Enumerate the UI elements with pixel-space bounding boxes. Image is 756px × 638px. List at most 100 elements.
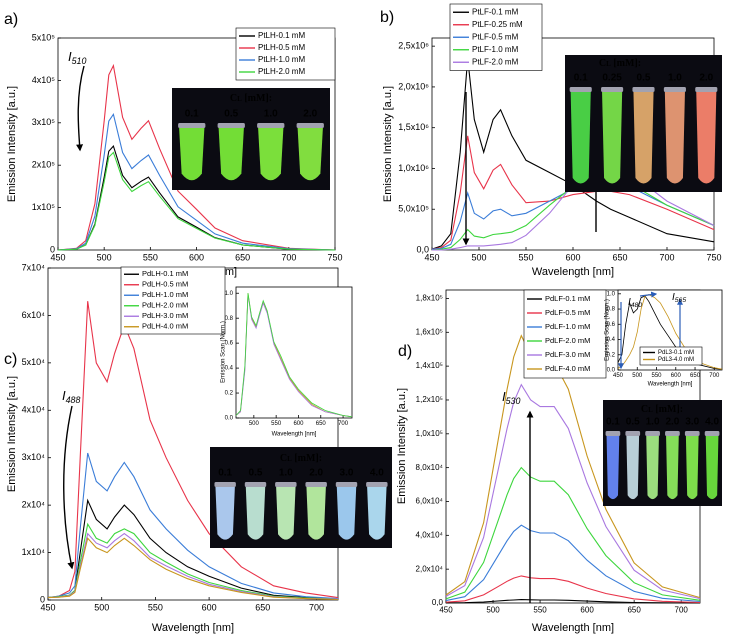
tube xyxy=(633,92,654,184)
x-tick-label: 600 xyxy=(293,421,304,427)
photo-label: 0.5 xyxy=(637,73,651,84)
y-tick-label: 3x10⁴ xyxy=(22,452,46,462)
tube-cap xyxy=(663,87,686,92)
y-tick-label: 1x10⁵ xyxy=(32,202,56,212)
y-tick-label: 1,0x10⁵ xyxy=(416,429,443,438)
x-tick-label: 500 xyxy=(632,373,643,379)
x-tick-label: 600 xyxy=(189,252,204,262)
photo-background xyxy=(210,447,392,548)
x-tick-label: 700 xyxy=(675,605,689,614)
tube xyxy=(646,436,659,500)
photo-title-main: C xyxy=(641,404,648,415)
x-tick-label: 450 xyxy=(439,605,453,614)
plot-frame xyxy=(617,289,723,371)
x-tick-label: 700 xyxy=(659,252,674,262)
series-line xyxy=(445,466,701,601)
annotation-main: I xyxy=(502,389,506,404)
tube xyxy=(626,436,640,500)
photo-title: CL [mM]: xyxy=(280,453,322,464)
annotation-main: I xyxy=(68,49,72,64)
y-tick-label: 5x10⁵ xyxy=(32,32,56,42)
annotation-main: I xyxy=(672,292,675,303)
legend-label: PdLH-3.0 mM xyxy=(142,311,188,320)
photo-background xyxy=(603,400,722,506)
x-tick-label: 750 xyxy=(706,252,721,262)
photo-label: 4.0 xyxy=(370,468,384,479)
y-tick-label: 2x10⁵ xyxy=(32,160,56,170)
y-tick-label: 4x10⁴ xyxy=(22,405,46,415)
tube-cap xyxy=(257,123,285,128)
x-tick-label: 650 xyxy=(612,252,627,262)
tube-cap xyxy=(305,482,327,487)
series-line xyxy=(57,63,336,251)
photo-label: 1.0 xyxy=(264,109,278,120)
photo-label: 2.0 xyxy=(699,73,713,84)
legend-label: PdLF-3.0 mM xyxy=(545,350,590,359)
x-tick-label: 550 xyxy=(271,421,282,427)
y-tick-label: 6x10⁴ xyxy=(22,310,46,320)
y-tick-label: 5,0x10⁵ xyxy=(398,204,429,214)
legend-label: PdL3-0.1 mM xyxy=(658,350,694,356)
series-line xyxy=(445,524,701,603)
tube-cap xyxy=(296,123,324,128)
photo-label: 2.0 xyxy=(665,417,679,428)
legend-box xyxy=(523,289,607,379)
tube-cap xyxy=(684,431,700,436)
x-tick-label: 500 xyxy=(486,605,500,614)
photo-title: CL [mM]: xyxy=(599,58,641,69)
tube xyxy=(336,487,357,540)
y-tick-label: 2x10⁴ xyxy=(22,500,46,510)
photo-label: 0.1 xyxy=(606,417,620,428)
tube xyxy=(696,92,717,184)
legend-label: PtLF-0.25 mM xyxy=(472,20,523,29)
x-tick-label: 550 xyxy=(533,605,547,614)
y-tick-label: 0.2 xyxy=(225,391,234,397)
tube xyxy=(606,436,620,500)
x-tick-label: 700 xyxy=(309,602,324,612)
arrow xyxy=(63,405,75,570)
x-tick-label: 550 xyxy=(652,373,663,379)
annotation: I480 xyxy=(628,297,642,309)
photo-label: 0.1 xyxy=(218,468,232,479)
legend-label: PdLF-0.1 mM xyxy=(545,294,590,303)
legend-box xyxy=(120,266,226,335)
y-tick-label: 0 xyxy=(50,244,55,254)
tube-cap xyxy=(366,482,388,487)
legend-label: PdLF-1.0 mM xyxy=(545,322,590,331)
y-tick-label: 1,6x10⁵ xyxy=(416,327,443,336)
y-tick-label: 0,0 xyxy=(416,244,429,254)
y-tick-label: 3x10⁵ xyxy=(32,117,56,127)
y-tick-label: 0.0 xyxy=(225,416,234,422)
photo-title-rest: [mM]: xyxy=(653,404,683,415)
y-tick-label: 1,0x10⁶ xyxy=(398,163,429,173)
legend-label: PdLH-2.0 mM xyxy=(142,301,188,310)
x-tick-label: 650 xyxy=(255,602,270,612)
photo-title-rest: [mM]: xyxy=(292,453,322,464)
y-tick-label: 2,0x10⁴ xyxy=(416,564,444,573)
chart: 450 500 550 600 650 700 0 1x10⁴ 2x10⁴ 3x10⁴ 4x10⁴ 5… xyxy=(4,262,339,634)
tube xyxy=(570,92,591,184)
photo: CL [mM]: 0.1 0.25 0.5 1.0 2.0 xyxy=(565,55,722,192)
tube-cap xyxy=(178,123,206,128)
photo-label: 3.0 xyxy=(340,468,354,479)
chart: 450 500 550 600 650 700 750 0,0 5,0x10⁵ 1,0x10⁶ 1,… xyxy=(380,3,722,278)
photo-label: 3.0 xyxy=(685,417,699,428)
photo: CL [mM]: 0.1 0.5 1.0 2.0 xyxy=(172,88,330,190)
x-tick-label: 500 xyxy=(94,602,109,612)
y-tick-label: 1,5x10⁶ xyxy=(398,122,429,132)
tube-cap xyxy=(275,482,297,487)
x-tick-label: 650 xyxy=(690,373,701,379)
tube xyxy=(367,487,387,540)
x-tick-label: 600 xyxy=(565,252,580,262)
panel-label: b) xyxy=(380,9,394,26)
y-tick-label: 1.0 xyxy=(607,291,616,297)
y-tick-label: 0.6 xyxy=(225,341,234,347)
y-tick-label: 0.4 xyxy=(225,366,234,372)
y-axis-label: Emission Intensity [a.u.] xyxy=(382,86,394,202)
x-tick-label: 500 xyxy=(97,252,112,262)
y-tick-label: 2,0x10⁶ xyxy=(398,81,429,91)
x-tick-label: 650 xyxy=(316,421,327,427)
x-tick-label: 700 xyxy=(709,373,720,379)
series-line xyxy=(445,575,701,604)
